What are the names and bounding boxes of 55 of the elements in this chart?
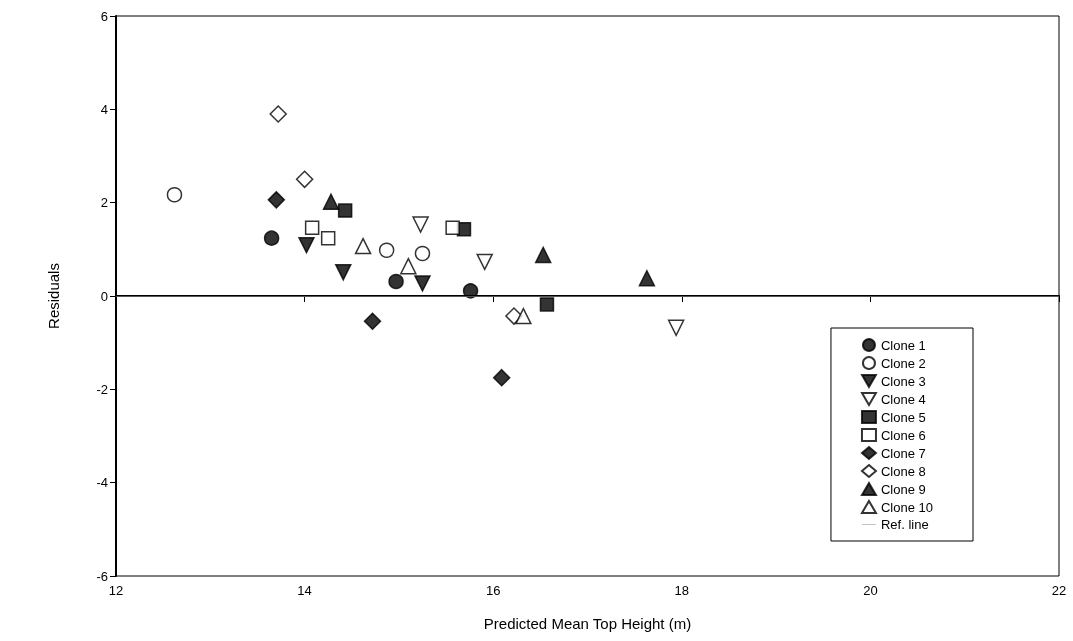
point (667, 319, 685, 336)
legend-label: Clone 1 (880, 337, 926, 353)
point (363, 312, 382, 330)
y-tick-label: 2 (100, 195, 108, 211)
point (378, 242, 395, 259)
point (263, 230, 280, 246)
legend-label: Clone 4 (880, 391, 926, 407)
y-tick-label: -4 (96, 475, 108, 491)
legend-label: Clone 5 (880, 409, 926, 425)
point (267, 191, 286, 209)
legend-label: Clone 7 (880, 445, 926, 461)
legend-label: Clone 6 (880, 427, 926, 443)
point (322, 193, 340, 210)
point (166, 186, 183, 203)
point (505, 307, 523, 325)
point (445, 220, 460, 236)
point (412, 216, 429, 233)
legend-label: Clone 2 (880, 355, 926, 371)
point (515, 307, 532, 325)
x-tick-label: 20 (863, 583, 878, 598)
x-axis-title: Predicted Mean Top Height (m) (483, 615, 692, 632)
y-tick-label: -6 (96, 568, 108, 584)
y-tick-label: 6 (100, 8, 108, 24)
y-tick-label: 4 (100, 101, 108, 117)
point (295, 170, 314, 189)
point (492, 368, 511, 387)
x-tick-label: 16 (485, 583, 501, 598)
point (539, 297, 555, 312)
point (462, 283, 479, 299)
y-tick-label: -2 (96, 381, 108, 397)
point (400, 257, 417, 275)
legend-label: Clone 10 (880, 499, 934, 515)
legend-label: Clone 9 (880, 481, 926, 497)
point (335, 263, 352, 281)
point (414, 245, 431, 262)
legend-label: Ref. line (880, 517, 929, 532)
point (304, 220, 320, 236)
point (476, 253, 493, 271)
point (388, 273, 404, 290)
point (534, 246, 552, 264)
point (414, 275, 431, 292)
point (337, 203, 353, 218)
point (638, 270, 656, 287)
x-tick-label: 22 (1051, 583, 1067, 598)
x-tick-label: 14 (297, 583, 312, 598)
x-tick-label: 18 (674, 583, 690, 598)
point (269, 105, 287, 123)
x-tick-label: 12 (108, 583, 124, 598)
y-tick-label: 0 (100, 288, 108, 304)
legend-label: Clone 3 (880, 373, 926, 389)
y-axis-title: Residuals (45, 263, 62, 329)
point (320, 230, 336, 246)
legend-label: Clone 8 (880, 463, 926, 479)
point (298, 236, 315, 254)
point (354, 237, 372, 255)
